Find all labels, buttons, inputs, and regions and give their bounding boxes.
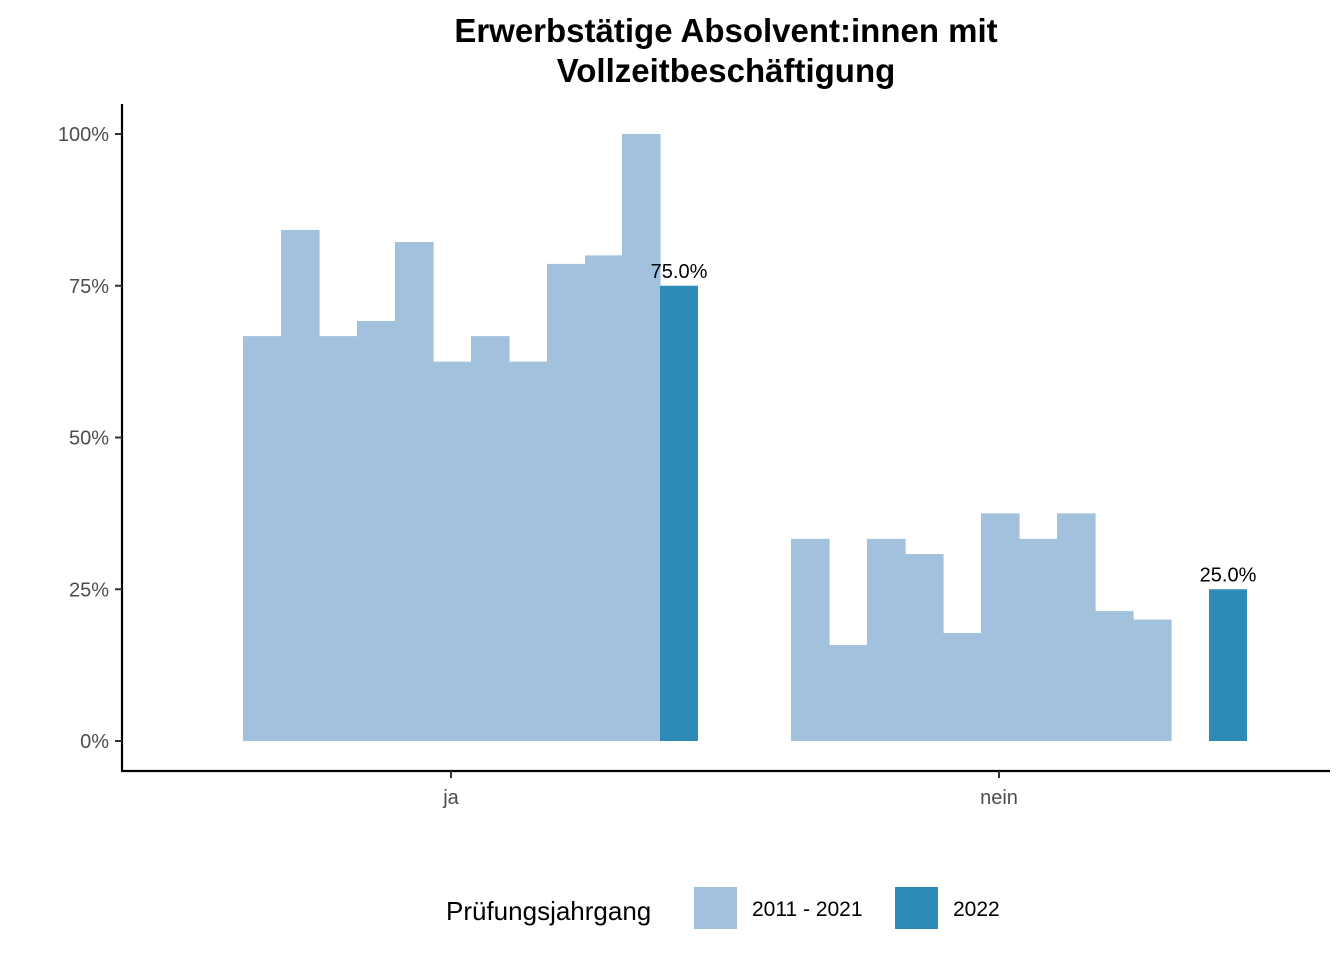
bar-ja-hist-6 [433,361,472,741]
y-tick-label: 25% [69,579,109,601]
bar-ja-hist-4 [357,320,396,741]
bar-nein-hist-6 [981,513,1020,741]
bar-ja-hist-9 [547,263,586,741]
bars-layer [243,134,1247,741]
bar-nein-hist-9 [1095,611,1134,741]
chart-title-line-2: Vollzeitbeschäftigung [557,52,896,89]
bar-nein-hist-1 [791,538,830,741]
bar-ja-hist-1 [243,336,282,741]
data-label-nein-2022: 25.0% [1200,564,1257,586]
legend-label-2: 2022 [953,898,1000,921]
bar-ja-hist-8 [509,361,548,741]
bar-ja-2022 [660,285,698,741]
bar-nein-hist-4 [905,554,944,741]
bar-ja-hist-2 [281,229,320,741]
bar-nein-hist-5 [943,632,982,741]
bar-nein-hist-3 [867,538,906,741]
legend: Prüfungsjahrgang 2011 - 2021 2022 [446,887,1000,929]
y-tick-label: 0% [80,731,109,753]
y-tick-label: 50% [69,428,109,450]
x-tick-label-ja: ja [442,787,459,809]
bar-nein-hist-2 [829,645,868,741]
bar-ja-hist-11 [622,134,661,741]
bar-ja-hist-7 [471,336,510,741]
y-tick-label: 75% [69,276,109,298]
y-tick-label: 100% [58,124,109,146]
bar-nein-hist-8 [1057,513,1096,741]
bar-nein-hist-10 [1133,619,1172,741]
data-label-ja-2022: 75.0% [651,261,708,283]
axes-layer: 0% 25% 50% 75% 100% ja nein [58,104,1330,809]
data-labels-layer: 75.0% 25.0% [651,261,1257,587]
legend-title: Prüfungsjahrgang [446,896,651,926]
chart-title-line-1: Erwerbstätige Absolvent:innen mit [454,12,997,49]
bar-nein-hist-7 [1019,538,1058,741]
legend-key-2 [895,887,938,929]
legend-key-1 [694,887,737,929]
bar-ja-hist-10 [585,255,624,741]
bar-ja-hist-5 [395,242,434,741]
bar-nein-2022 [1209,589,1247,741]
legend-label-1: 2011 - 2021 [752,898,863,921]
bar-ja-hist-3 [319,336,358,741]
x-tick-label-nein: nein [980,787,1018,809]
chart-title: Erwerbstätige Absolvent:innen mit Vollze… [454,12,997,89]
